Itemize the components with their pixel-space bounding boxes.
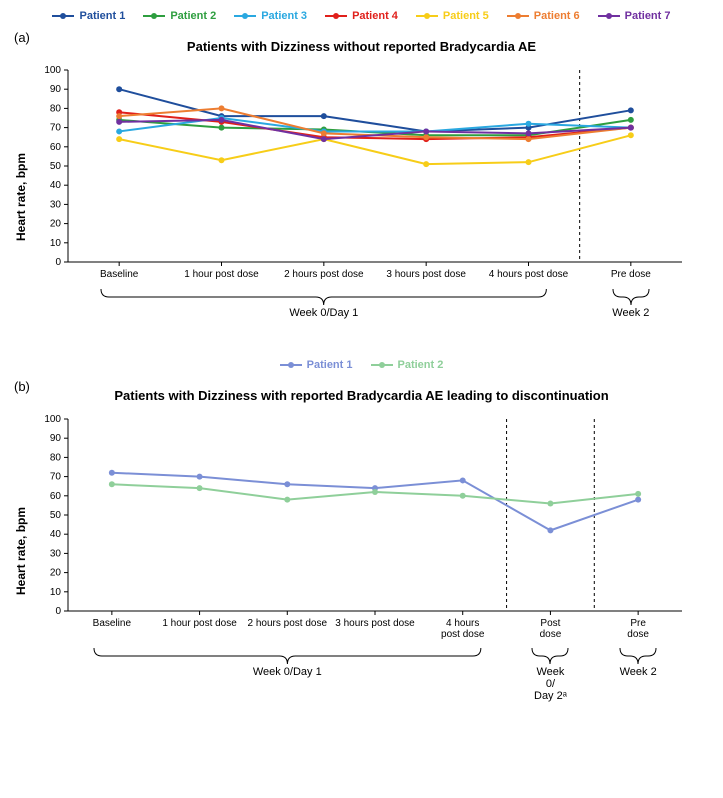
legend-a: Patient 1 Patient 2 Patient 3 Patient 4 Pati… [10, 10, 713, 22]
panel-b-ylabel: Heart rate, bpm [10, 413, 32, 688]
legend-label: Patient 2 [170, 10, 216, 22]
svg-text:80: 80 [50, 452, 62, 463]
svg-text:3 hours post dose: 3 hours post dose [386, 269, 466, 280]
legend-label: Patient 7 [625, 10, 671, 22]
legend-label: Patient 5 [443, 10, 489, 22]
svg-text:Baseline: Baseline [93, 618, 132, 629]
legend-label: Patient 1 [79, 10, 125, 22]
svg-text:2 hours post dose: 2 hours post dose [284, 269, 364, 280]
svg-text:50: 50 [50, 510, 62, 521]
svg-text:100: 100 [44, 65, 61, 76]
svg-text:40: 40 [50, 180, 62, 191]
legend-swatch [598, 15, 620, 17]
panel-a-ylabel: Heart rate, bpm [10, 64, 32, 329]
legend-label: Patient 1 [307, 359, 353, 371]
svg-text:2 hours post dose: 2 hours post dose [248, 618, 328, 629]
svg-text:70: 70 [50, 123, 62, 134]
legend-label: Patient 6 [534, 10, 580, 22]
legend-item: Patient 5 [416, 10, 489, 22]
svg-text:60: 60 [50, 142, 62, 153]
svg-text:Pre: Pre [630, 618, 646, 629]
svg-text:70: 70 [50, 472, 62, 483]
legend-swatch [416, 15, 438, 17]
svg-text:Baseline: Baseline [100, 269, 139, 280]
svg-text:Post: Post [540, 618, 560, 629]
bracket: Week 0/Day 1 [99, 289, 548, 319]
chart-a: 0 10 20 30 40 50 60 70 80 90 100 Baseline 1 hour pos… [32, 64, 713, 329]
bracket: Week 0/Day 2ᵃ [530, 648, 570, 702]
svg-text:1 hour post dose: 1 hour post dose [162, 618, 237, 629]
svg-text:Pre dose: Pre dose [611, 269, 651, 280]
legend-swatch [371, 364, 393, 366]
svg-text:3 hours post dose: 3 hours post dose [335, 618, 415, 629]
svg-text:20: 20 [50, 568, 62, 579]
legend-b: Patient 1 Patient 2 [10, 359, 713, 371]
legend-swatch [234, 15, 256, 17]
svg-text:dose: dose [540, 629, 562, 640]
svg-text:30: 30 [50, 548, 62, 559]
bracket-label: Week 2 [618, 666, 658, 678]
panel-a: Patient 1 Patient 2 Patient 3 Patient 4 Pati… [10, 10, 713, 329]
legend-swatch [52, 15, 74, 17]
bracket-label: Week 0/Day 2ᵃ [530, 666, 570, 702]
svg-text:dose: dose [627, 629, 649, 640]
bracket: Week 0/Day 1 [92, 648, 483, 678]
bracket: Week 2 [611, 289, 651, 319]
panel-a-title: Patients with Dizziness without reported… [10, 39, 713, 54]
svg-text:1 hour post dose: 1 hour post dose [184, 269, 259, 280]
brackets-b: Week 0/Day 1Week 0/Day 2ᵃWeek 2 [32, 648, 713, 688]
legend-item: Patient 6 [507, 10, 580, 22]
legend-item: Patient 3 [234, 10, 307, 22]
legend-swatch [143, 15, 165, 17]
legend-item: Patient 2 [371, 359, 444, 371]
legend-label: Patient 4 [352, 10, 398, 22]
panel-b-title: Patients with Dizziness with reported Br… [10, 388, 713, 403]
legend-swatch [325, 15, 347, 17]
legend-item: Patient 7 [598, 10, 671, 22]
bracket-label: Week 0/Day 1 [99, 307, 548, 319]
svg-text:90: 90 [50, 433, 62, 444]
legend-swatch [507, 15, 529, 17]
legend-swatch [280, 364, 302, 366]
svg-text:10: 10 [50, 238, 62, 249]
legend-label: Patient 3 [261, 10, 307, 22]
chart-b: 0 10 20 30 40 50 60 70 80 90 100 Baseline 1 hour pos… [32, 413, 713, 688]
bracket-label: Week 0/Day 1 [92, 666, 483, 678]
svg-text:4 hours post dose: 4 hours post dose [489, 269, 569, 280]
bracket: Week 2 [618, 648, 658, 678]
legend-item: Patient 4 [325, 10, 398, 22]
svg-text:0: 0 [55, 257, 61, 268]
svg-text:10: 10 [50, 587, 62, 598]
legend-item: Patient 1 [280, 359, 353, 371]
svg-text:80: 80 [50, 103, 62, 114]
svg-text:100: 100 [44, 414, 61, 425]
panel-b: Patient 1Patient 2 (b) Patients with Diz… [10, 359, 713, 688]
legend-item: Patient 2 [143, 10, 216, 22]
svg-text:0: 0 [55, 606, 61, 617]
svg-text:50: 50 [50, 161, 62, 172]
legend-label: Patient 2 [398, 359, 444, 371]
svg-text:post dose: post dose [441, 629, 485, 640]
svg-text:30: 30 [50, 199, 62, 210]
brackets-a: Week 0/Day 1 Week 2 [32, 289, 713, 329]
svg-text:60: 60 [50, 491, 62, 502]
svg-text:90: 90 [50, 84, 62, 95]
legend-item: Patient 1 [52, 10, 125, 22]
svg-text:4 hours: 4 hours [446, 618, 479, 629]
svg-text:20: 20 [50, 219, 62, 230]
svg-text:40: 40 [50, 529, 62, 540]
bracket-label: Week 2 [611, 307, 651, 319]
